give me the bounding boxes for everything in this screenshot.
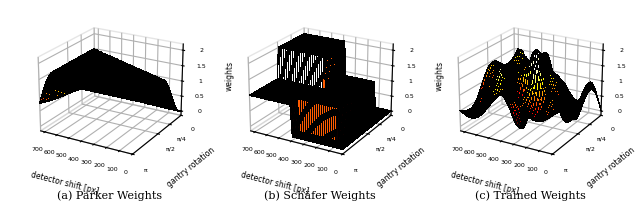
Text: (c) Trained Weights: (c) Trained Weights xyxy=(474,190,586,201)
Y-axis label: gantry rotation: gantry rotation xyxy=(585,146,636,189)
Text: (b) Schäfer Weights: (b) Schäfer Weights xyxy=(264,190,376,201)
X-axis label: detector shift [px]: detector shift [px] xyxy=(31,170,100,196)
Y-axis label: gantry rotation: gantry rotation xyxy=(375,146,426,189)
Text: (a) Parker Weights: (a) Parker Weights xyxy=(58,190,163,201)
X-axis label: detector shift [px]: detector shift [px] xyxy=(451,170,520,196)
Y-axis label: gantry rotation: gantry rotation xyxy=(165,146,216,189)
X-axis label: detector shift [px]: detector shift [px] xyxy=(241,170,310,196)
